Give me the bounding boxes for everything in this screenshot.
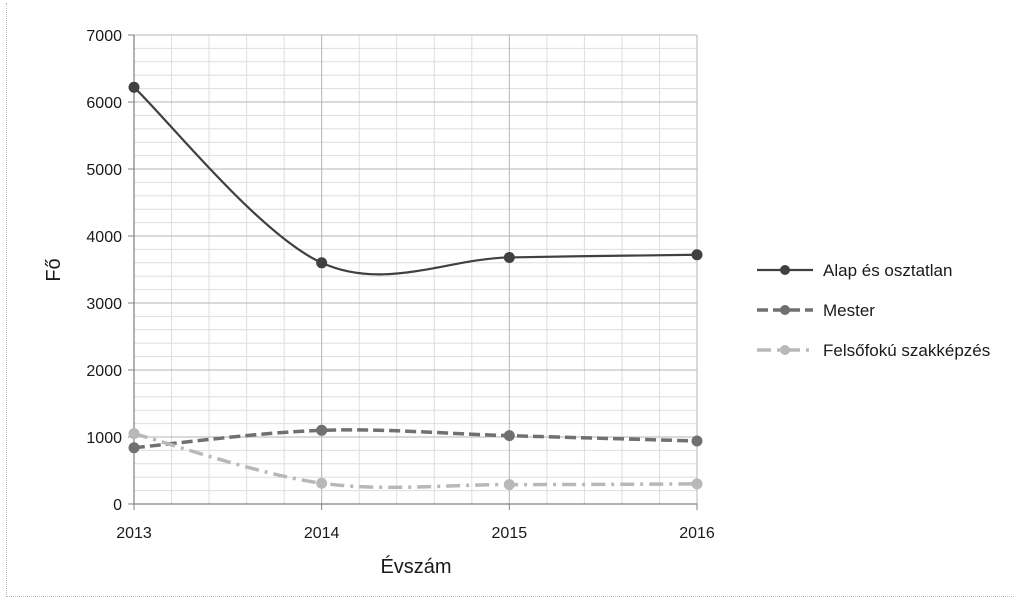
x-tick-label: 2013 <box>116 525 152 542</box>
series-line-2 <box>133 428 698 450</box>
legend-swatch-marker <box>780 265 790 275</box>
axes <box>128 34 698 510</box>
series-line-1 <box>133 86 698 276</box>
series-2-point <box>128 442 140 454</box>
y-tick-label: 1000 <box>86 430 122 447</box>
series-3-point <box>691 478 703 490</box>
series-2-point <box>503 430 515 442</box>
y-tick-label: 4000 <box>86 229 122 246</box>
legend-label: Felsőfokú szakképzés <box>823 341 990 360</box>
series-1-point <box>316 257 328 269</box>
series-1-point <box>691 249 703 261</box>
y-tick-labels: 0 1000 2000 3000 4000 5000 6000 7000 <box>86 28 122 514</box>
x-tick-labels: 2013 2014 2015 2016 <box>116 525 715 542</box>
legend-label: Mester <box>823 301 875 320</box>
y-tick-label: 3000 <box>86 296 122 313</box>
series-2-point <box>691 435 703 447</box>
series-1-point <box>503 251 515 263</box>
x-tick-label: 2016 <box>679 525 715 542</box>
legend-label: Alap és osztatlan <box>823 261 952 280</box>
y-tick-label: 6000 <box>86 95 122 112</box>
series-3-point <box>128 428 140 440</box>
x-tick-label: 2015 <box>492 525 528 542</box>
series-line-3 <box>133 431 698 490</box>
series-3-point <box>503 479 515 491</box>
minor-gridlines <box>134 35 697 504</box>
legend: Alap és osztatlan Mester Felsőfokú szakkép… <box>757 261 990 360</box>
legend-swatch-marker <box>780 305 790 315</box>
legend-swatch-marker <box>780 345 790 355</box>
major-gridlines <box>134 34 698 504</box>
y-tick-label: 0 <box>113 497 122 514</box>
y-tick-label: 5000 <box>86 162 122 179</box>
series-lines <box>128 81 703 491</box>
series-3-point <box>316 477 328 489</box>
x-axis-title: Évszám <box>380 555 451 578</box>
x-tick-label: 2014 <box>304 525 340 542</box>
series-1-point <box>128 81 140 93</box>
y-axis-title: Fő <box>43 258 65 281</box>
y-tick-label: 2000 <box>86 363 122 380</box>
series-2-point <box>316 424 328 436</box>
chart-frame <box>6 3 1014 597</box>
y-tick-label: 7000 <box>86 28 122 45</box>
